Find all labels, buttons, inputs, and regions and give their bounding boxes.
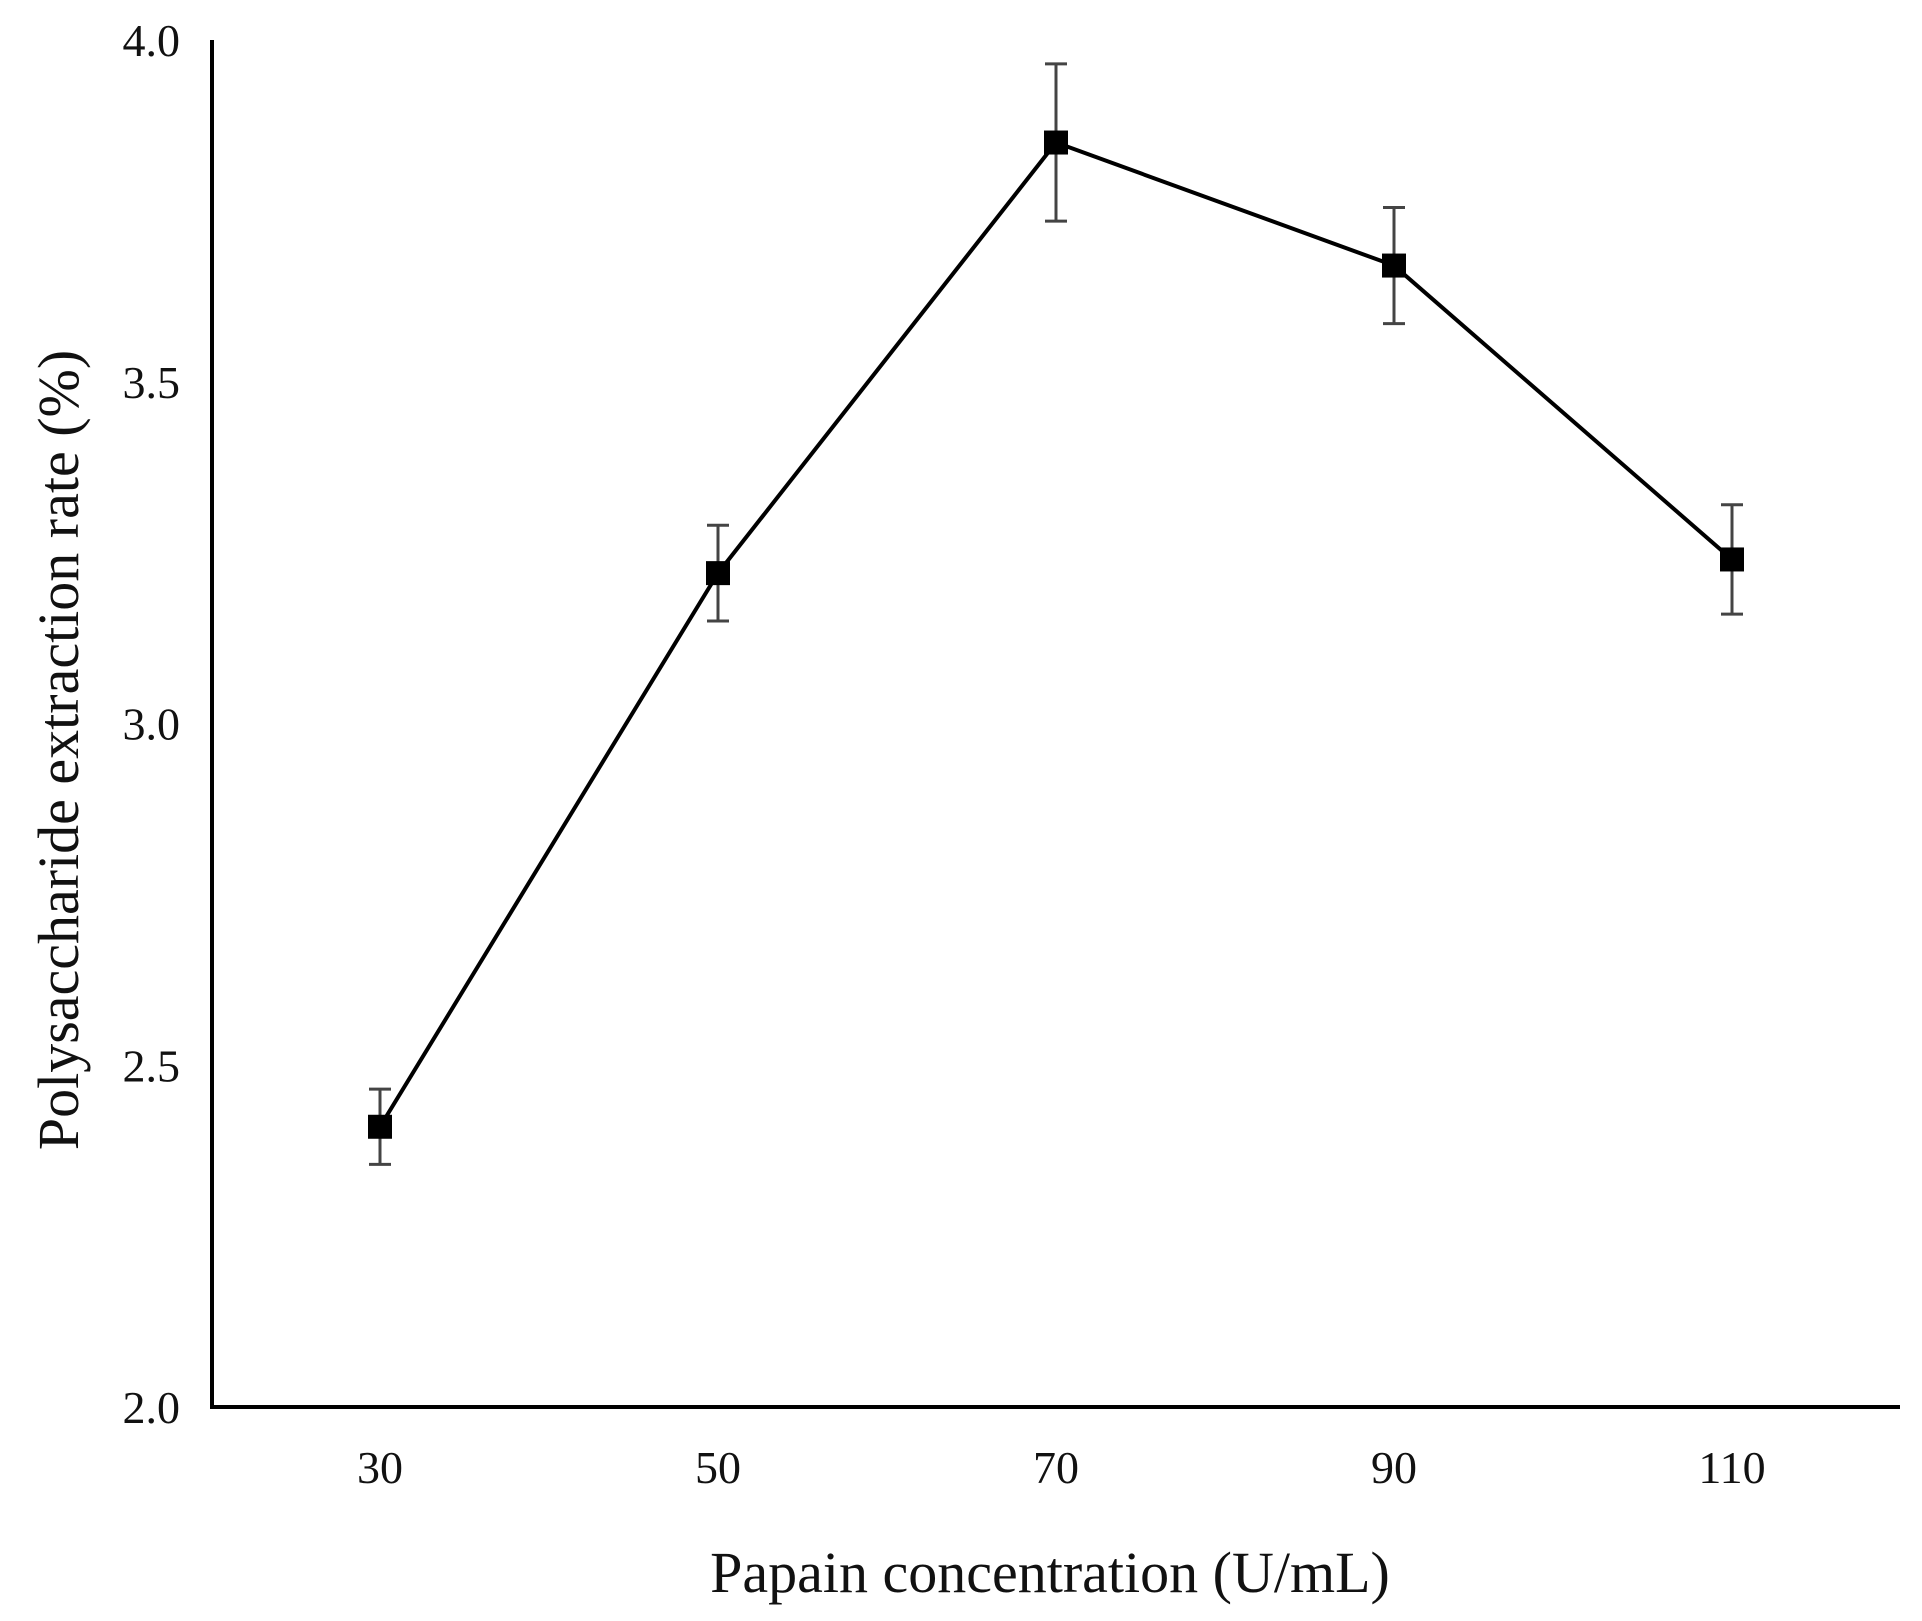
- series: [368, 62, 1744, 1166]
- y-tick-label: 3.0: [123, 699, 181, 750]
- x-tick-label: 50: [695, 1442, 741, 1493]
- y-axis-ticks: 2.0 2.5 3.0 3.5 4.0: [123, 15, 181, 1433]
- series-layer: [368, 62, 1744, 1166]
- x-tick-label: 30: [357, 1442, 403, 1493]
- data-point: [1382, 253, 1406, 278]
- x-axis-title: Papain concentration (U/mL): [710, 1540, 1390, 1605]
- axes: [210, 40, 1900, 1409]
- x-axis-ticks: 30 50 70 90 110: [357, 1442, 1766, 1493]
- y-tick-label: 3.5: [123, 357, 181, 408]
- series-line: [378, 140, 1734, 1128]
- x-tick-label: 90: [1371, 1442, 1417, 1493]
- data-point: [1720, 547, 1744, 572]
- y-tick-label: 2.0: [123, 1382, 181, 1433]
- x-tick-label: 70: [1033, 1442, 1079, 1493]
- y-tick-label: 2.5: [123, 1040, 181, 1091]
- data-point: [1044, 130, 1068, 155]
- x-tick-label: 110: [1698, 1442, 1765, 1493]
- y-axis-title: Polysaccharide extraction rate (%): [26, 350, 91, 1150]
- y-tick-label: 4.0: [123, 15, 181, 66]
- data-point: [368, 1114, 392, 1139]
- data-point: [706, 561, 730, 586]
